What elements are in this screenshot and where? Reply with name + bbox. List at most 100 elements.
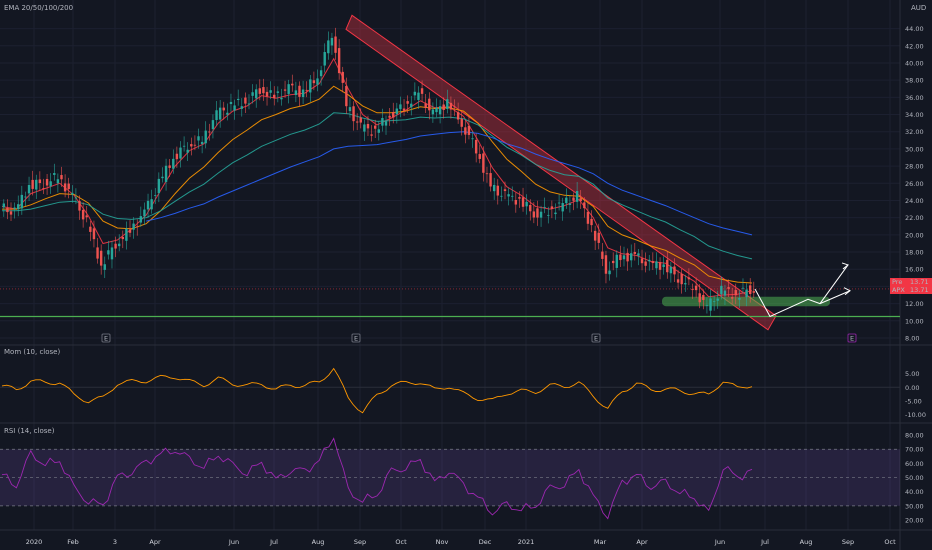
candle-body xyxy=(384,121,388,126)
time-tick-label: Oct xyxy=(884,538,896,546)
candle-body xyxy=(200,141,204,145)
time-tick-label: Nov xyxy=(436,538,449,546)
candle-body xyxy=(370,134,373,136)
support-zone xyxy=(662,296,830,307)
price-tick-label: 34.00 xyxy=(905,111,924,119)
candle-body xyxy=(236,98,240,100)
candle-body xyxy=(99,250,103,266)
candle-body xyxy=(168,165,171,168)
candle-body xyxy=(9,211,13,215)
candle-body xyxy=(575,191,579,202)
price-tick-label: 40.00 xyxy=(905,59,924,67)
earnings-marker[interactable]: E xyxy=(101,333,111,343)
candle-body xyxy=(630,253,633,261)
time-tick-label: Feb xyxy=(67,538,79,546)
time-tick-label: Apr xyxy=(636,538,648,546)
candle-body xyxy=(179,147,182,159)
candle-body xyxy=(208,131,211,133)
earnings-marker[interactable]: E xyxy=(591,333,601,343)
candle-body xyxy=(309,79,312,93)
candle-body xyxy=(355,121,359,123)
time-tick-label: Mar xyxy=(594,538,607,546)
candle-body xyxy=(161,176,164,179)
candle-body xyxy=(561,203,564,212)
candle-body xyxy=(741,287,745,289)
candle-body xyxy=(226,112,229,115)
earnings-marker-box xyxy=(847,333,857,343)
candle-body xyxy=(579,198,582,202)
candle-body xyxy=(244,97,247,104)
candle-body xyxy=(658,262,662,270)
candle-body xyxy=(644,261,647,266)
candle-body xyxy=(723,290,727,296)
candle-body xyxy=(49,181,52,187)
price-tick-label: 38.00 xyxy=(905,77,924,85)
candle-body xyxy=(727,287,730,289)
candle-body xyxy=(716,298,719,301)
projection-arrowhead xyxy=(843,287,851,296)
candle-body xyxy=(352,106,355,122)
candle-body xyxy=(402,108,406,111)
candle-body xyxy=(107,250,110,255)
ema-indicator-title[interactable]: EMA 20/50/100/200 xyxy=(4,4,73,12)
candle-body xyxy=(247,103,251,105)
candle-body xyxy=(154,195,157,196)
momentum-tick-label: 5.00 xyxy=(905,370,919,378)
time-tick-label: 2020 xyxy=(26,538,43,546)
candle-body xyxy=(233,105,236,111)
candle-body xyxy=(164,165,168,182)
candle-body xyxy=(435,107,438,113)
grid xyxy=(0,0,900,530)
candle-body xyxy=(536,208,539,218)
rsi-tick-label: 30.00 xyxy=(905,502,924,510)
candle-body xyxy=(460,118,463,127)
candle-body xyxy=(478,154,481,159)
projection-path xyxy=(754,264,849,318)
price-badge-value: 13.71 xyxy=(910,278,929,286)
price-axis[interactable]: 44.00 42.00 40.00 38.00 36.00 34.00 32.00 30.00… xyxy=(905,25,926,524)
earnings-marker[interactable]: E xyxy=(351,333,361,343)
candle-body xyxy=(694,285,698,291)
candle-body xyxy=(60,175,63,180)
candle-body xyxy=(96,247,99,259)
time-axis[interactable]: 2020 Feb 3 Apr Jun Jul Aug Sep Oct Nov Dec 2021 Mar A… xyxy=(26,538,896,546)
time-tick-label: Jun xyxy=(714,538,725,546)
candle-body xyxy=(666,259,669,273)
price-tick-label: 8.00 xyxy=(905,335,919,343)
earnings-marker[interactable]: E xyxy=(847,333,857,343)
candle-body xyxy=(424,103,427,108)
rsi-indicator-title[interactable]: RSI (14, close) xyxy=(4,427,55,435)
candle-body xyxy=(190,144,193,147)
candle-body xyxy=(438,106,442,115)
candle-body xyxy=(698,293,701,303)
time-tick-label: Dec xyxy=(479,538,492,546)
candle-body xyxy=(619,254,622,261)
momentum-indicator-title[interactable]: Mom (10, close) xyxy=(4,348,60,356)
candle-body xyxy=(593,230,597,241)
ema-line xyxy=(2,85,753,284)
candle-body xyxy=(81,209,85,220)
candle-body xyxy=(262,87,265,94)
candle-body xyxy=(565,197,568,204)
candle-body xyxy=(53,173,56,175)
candle-body xyxy=(648,259,651,262)
ema-line xyxy=(2,112,753,260)
projection-arrowhead xyxy=(841,262,850,270)
candle-body xyxy=(294,90,298,95)
candle-body xyxy=(651,261,655,264)
candle-body xyxy=(712,301,716,303)
candle-body xyxy=(669,266,673,274)
price-badge xyxy=(890,286,932,294)
candle-body xyxy=(175,153,179,160)
candle-body xyxy=(121,236,124,240)
price-tick-label: 16.00 xyxy=(905,266,924,274)
candle-body xyxy=(547,214,550,216)
candle-body xyxy=(738,297,741,300)
candle-body xyxy=(74,197,78,199)
price-badge-label: APX xyxy=(892,286,905,294)
price-tick-label: 22.00 xyxy=(905,214,924,222)
price-tick-label: 20.00 xyxy=(905,231,924,239)
candle-body xyxy=(56,179,60,184)
